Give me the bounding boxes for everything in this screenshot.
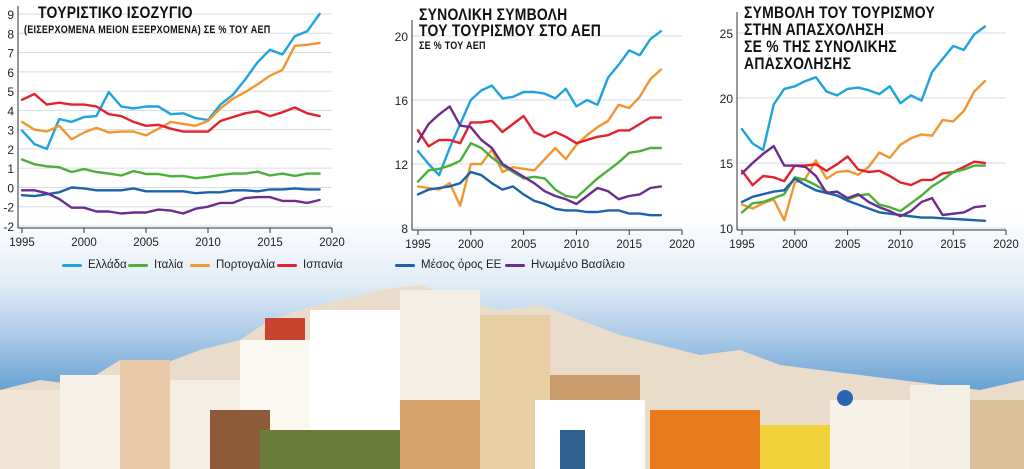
legend-item-italy: Ιταλία [128, 259, 183, 271]
x-tick-label: 2005 [511, 239, 537, 251]
y-tick-label: 12 [395, 158, 409, 172]
legend-label: Ηνωμένο Βασίλειο [531, 259, 625, 271]
y-tick-label: 9 [7, 8, 14, 22]
y-tick-label: 5 [7, 85, 14, 99]
chart2-subtitle: ΣΕ % ΤΟΥ ΑΕΠ [419, 40, 486, 52]
y-tick-label: 15 [720, 157, 734, 171]
y-tick-label: 1 [7, 162, 14, 176]
legend-label: Πορτογαλία [216, 259, 276, 271]
series-line-portugal [20, 41, 321, 141]
legend-item-eu: Μέσος όρος ΕΕ [395, 259, 501, 271]
series-line-eu [20, 186, 321, 198]
santorini-photo [0, 285, 1024, 469]
charts-panel: 9 8 7 6 5 4 3 2 1 0 -2 -2 1995 2000 2005 2010 2015 2020 20… [3, 3, 1019, 271]
series-line-eu [740, 177, 987, 223]
series-line-portugal [416, 68, 663, 207]
y-tick-label: 7 [7, 47, 14, 61]
series-line-spain [416, 114, 663, 148]
chart3-title-line1: ΣΥΜΒΟΛΗ ΤΟΥ ΤΟΥΡΙΣΜΟΥ [744, 3, 936, 22]
x-tick-label: 2015 [257, 237, 283, 249]
legend-swatch [128, 263, 148, 267]
series-line-spain [20, 92, 321, 133]
village-buildings [0, 285, 1024, 469]
y-tick-label: -2 [3, 201, 14, 215]
y-tick-label: 8 [401, 222, 408, 236]
y-tick-label: 16 [395, 94, 409, 108]
series-line-greece [740, 25, 987, 152]
legend-label: Ιταλία [154, 259, 184, 271]
y-tick-label: 25 [720, 27, 734, 41]
legend-item-uk: Ηνωμένο Βασίλειο [505, 259, 625, 271]
y-tick-label: 8 [7, 27, 14, 41]
x-tick-label: 2015 [616, 239, 642, 251]
legend-label: Μέσος όρος ΕΕ [421, 259, 502, 271]
series-line-uk [740, 144, 987, 218]
legend-swatch [277, 263, 297, 267]
x-tick-label: 1995 [405, 239, 431, 251]
series-line-spain [740, 155, 987, 187]
chart3-title-line4: ΑΠΑΣΧΟΛΗΣΗΣ [744, 54, 852, 73]
chart2-title-line1: ΣΥΝΟΛΙΚΗ ΣΥΜΒΟΛΗ [419, 5, 568, 24]
x-tick-label: 2020 [319, 237, 345, 249]
x-tick-label: 2020 [669, 239, 695, 251]
y-tick-label: 20 [720, 92, 734, 106]
series-line-uk [416, 105, 663, 206]
legend-label: Ισπανία [303, 259, 343, 271]
x-tick-label: 2000 [71, 237, 97, 249]
legend-swatch [190, 263, 210, 267]
legend-item-greece: Ελλάδα [62, 259, 127, 271]
y-tick-label: 4 [7, 104, 14, 118]
x-tick-label: 2020 [993, 239, 1019, 251]
x-tick-label: 2000 [458, 239, 484, 251]
legend-item-spain: Ισπανία [277, 259, 343, 271]
y-tick-label: 20 [395, 30, 409, 44]
series-line-uk [20, 189, 321, 215]
x-tick-label: 2000 [782, 239, 808, 251]
chart1-subtitle: (ΕΙΣΕΡΧΟΜΕΝΑ ΜΕΙΟΝ ΕΞΕΡΧΟΜΕΝΑ) ΣΕ % ΤΟΥ … [24, 24, 271, 36]
y-tick-label: 10 [720, 222, 734, 236]
y-tick-label: 3 [7, 124, 14, 138]
y-tick-label: 6 [7, 66, 14, 80]
series-line-greece [20, 12, 321, 151]
x-tick-label: 2010 [888, 239, 914, 251]
series-line-italy [740, 164, 987, 214]
x-tick-label: 1995 [9, 237, 35, 249]
series-line-greece [416, 30, 663, 177]
x-tick-label: 2015 [940, 239, 966, 251]
chart3-title-line2: ΣΤΗΝ ΑΠΑΣΧΟΛΗΣΗ [744, 20, 885, 39]
chart1-title: ΤΟΥΡΙΣΤΙΚΟ ΙΣΟΖΥΓΙΟ [38, 3, 193, 22]
y-tick-label: 2 [7, 143, 14, 157]
x-tick-label: 2005 [835, 239, 861, 251]
x-tick-label: 1995 [729, 239, 755, 251]
series-line-italy [20, 158, 321, 180]
legend-label: Ελλάδα [88, 259, 127, 271]
chart3-title-line3: ΣΕ % ΤΗΣ ΣΥΝΟΛΙΚΗΣ [744, 37, 897, 56]
legend-item-portugal: Πορτογαλία [190, 259, 275, 271]
series-line-eu [416, 170, 663, 217]
x-tick-label: 2010 [564, 239, 590, 251]
x-tick-label: 2010 [195, 237, 221, 249]
y-tick-label: -2 [3, 220, 14, 234]
legend-swatch [505, 263, 525, 267]
legend-swatch [62, 263, 82, 267]
chart2-title-line2: ΤΟΥ ΤΟΥΡΙΣΜΟΥ ΣΤΟ ΑΕΠ [419, 21, 602, 40]
x-tick-label: 2005 [133, 237, 159, 249]
legend-swatch [395, 263, 415, 267]
y-tick-label: 0 [7, 181, 14, 195]
series-line-italy [416, 141, 663, 199]
